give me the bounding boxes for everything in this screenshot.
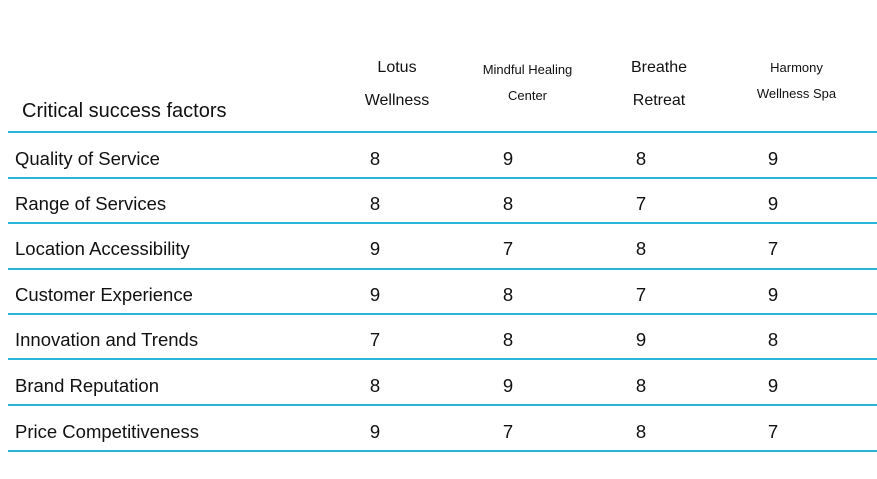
score-cell: 8 (635, 421, 647, 442)
score-cell: 8 (369, 375, 381, 396)
score-cell: 9 (502, 375, 514, 396)
score-cell: 7 (369, 329, 381, 350)
column-header-line-1: Breathe (630, 59, 688, 76)
row-label: Customer Experience (15, 284, 193, 305)
score-cell: 8 (635, 148, 647, 169)
column-header-mindful-healing-center: Mindful Healing Center (462, 57, 593, 109)
score-cell: 9 (767, 193, 779, 214)
column-header-line-2: Wellness (364, 92, 430, 109)
column-header-lotus-wellness: Lotus Wellness (337, 51, 457, 117)
score-cell: 9 (767, 284, 779, 305)
column-header-harmony-wellness-spa: Harmony Wellness Spa (731, 55, 862, 107)
row-divider (8, 177, 877, 179)
score-cell: 8 (502, 329, 514, 350)
column-header-line-2: Retreat (632, 92, 686, 109)
score-cell: 9 (767, 375, 779, 396)
table-row: Customer Experience 9 8 7 9 (0, 272, 877, 317)
table-row: Quality of Service 8 9 8 9 (0, 136, 877, 181)
row-label: Range of Services (15, 193, 167, 214)
header-divider (8, 131, 877, 133)
table-title: Critical success factors (22, 100, 227, 122)
column-header-line-1: Mindful Healing (482, 62, 573, 77)
score-cell: 7 (635, 193, 647, 214)
score-cell: 9 (369, 238, 381, 259)
score-cell: 9 (502, 148, 514, 169)
score-cell: 7 (767, 238, 779, 259)
score-cell: 8 (635, 238, 647, 259)
score-cell: 8 (369, 148, 381, 169)
row-divider (8, 222, 877, 224)
score-cell: 7 (502, 421, 514, 442)
column-header-line-2: Wellness Spa (756, 86, 837, 101)
score-cell: 8 (502, 284, 514, 305)
score-cell: 8 (502, 193, 514, 214)
row-divider (8, 404, 877, 406)
table-row: Location Accessibility 9 7 8 7 (0, 226, 877, 271)
row-label: Quality of Service (15, 148, 160, 169)
row-divider (8, 313, 877, 315)
score-cell: 7 (635, 284, 647, 305)
score-cell: 9 (369, 421, 381, 442)
score-cell: 8 (767, 329, 779, 350)
table-row: Range of Services 8 8 7 9 (0, 181, 877, 226)
score-cell: 9 (767, 148, 779, 169)
column-header-line-2: Center (507, 88, 548, 103)
column-header-line-1: Lotus (377, 59, 417, 76)
table-row: Innovation and Trends 7 8 9 8 (0, 317, 877, 362)
table-row: Brand Reputation 8 9 8 9 (0, 363, 877, 408)
score-cell: 8 (369, 193, 381, 214)
score-cell: 7 (767, 421, 779, 442)
score-cell: 7 (502, 238, 514, 259)
row-divider (8, 358, 877, 360)
column-header-breathe-retreat: Breathe Retreat (599, 51, 719, 117)
column-header-line-1: Harmony (770, 60, 823, 75)
score-cell: 9 (369, 284, 381, 305)
row-label: Location Accessibility (15, 238, 190, 259)
row-divider (8, 268, 877, 270)
row-label: Brand Reputation (15, 375, 159, 396)
table-bottom-rule (8, 450, 877, 452)
score-cell: 9 (635, 329, 647, 350)
table-row: Price Competitiveness 9 7 8 7 (0, 409, 877, 454)
row-label: Price Competitiveness (15, 421, 200, 442)
row-label: Innovation and Trends (15, 329, 199, 350)
score-cell: 8 (635, 375, 647, 396)
